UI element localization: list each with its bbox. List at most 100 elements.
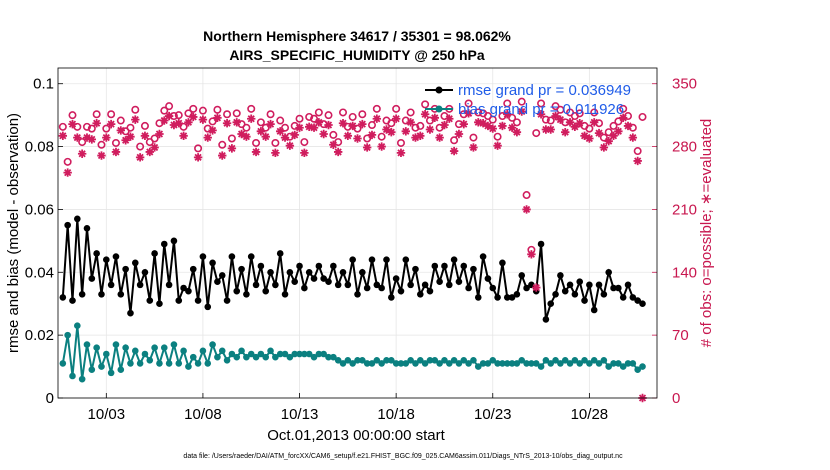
obs-possible-point xyxy=(92,110,101,119)
obs-evaluated-point xyxy=(121,136,130,145)
rmse-point xyxy=(146,297,154,304)
obs-evaluated-point xyxy=(565,118,575,127)
obs-possible-point xyxy=(63,157,72,166)
rmse-point xyxy=(383,256,390,264)
obs-evaluated-point xyxy=(150,143,159,152)
rmse-point xyxy=(610,284,617,292)
obs-evaluated-point xyxy=(532,283,541,292)
obs-evaluated-point xyxy=(633,156,642,166)
bias-point xyxy=(243,353,250,361)
bias-point xyxy=(465,360,472,367)
bias-point xyxy=(547,360,555,367)
obs-evaluated-point xyxy=(266,119,275,129)
obs-possible-point xyxy=(213,105,222,114)
obs-possible-point xyxy=(517,97,526,106)
bias-point xyxy=(402,360,410,367)
obs-evaluated-point xyxy=(391,114,401,123)
bias-point xyxy=(78,375,86,383)
bias-point xyxy=(388,356,395,364)
obs-possible-point xyxy=(638,112,647,121)
rmse-point xyxy=(407,281,414,289)
rmse-point xyxy=(508,294,516,301)
footer-data-file: data file: /Users/raeder/DAI/ATM_forcXX/… xyxy=(183,453,623,460)
obs-possible-point xyxy=(111,138,120,147)
rmse-point xyxy=(233,287,241,295)
rmse-point xyxy=(194,297,202,304)
rmse-point xyxy=(243,290,250,298)
rmse-point xyxy=(436,278,443,286)
rmse-point xyxy=(262,287,270,295)
bias-point xyxy=(441,356,448,364)
obs-evaluated-point xyxy=(131,115,140,124)
obs-possible-point xyxy=(599,133,608,142)
obs-evaluated-point xyxy=(261,132,270,141)
bias-point xyxy=(397,360,405,367)
y-axis-right-label: # of obs: o=possible; ∗=evaluated xyxy=(698,119,715,348)
bias-point xyxy=(276,350,284,358)
bias-point xyxy=(503,360,511,367)
bias-point xyxy=(156,360,163,367)
obs-possible-point xyxy=(150,134,159,143)
bias-point xyxy=(416,356,424,364)
obs-possible-point xyxy=(189,104,198,113)
rmse-point xyxy=(315,262,323,270)
rmse-point xyxy=(189,265,197,273)
rmse-point xyxy=(238,265,245,273)
obs-possible-point xyxy=(300,138,309,147)
obs-possible-point xyxy=(411,123,420,132)
bias-point xyxy=(484,360,492,367)
bias-point xyxy=(571,356,579,364)
obs-possible-point xyxy=(165,102,174,111)
obs-possible-point xyxy=(377,132,386,141)
obs-evaluated-point xyxy=(358,119,367,129)
obs-evaluated-point xyxy=(169,120,179,130)
bias-point xyxy=(165,360,173,367)
rmse-point xyxy=(465,284,472,292)
obs-evaluated-point xyxy=(251,147,261,157)
obs-possible-point xyxy=(271,138,280,147)
obs-possible-point xyxy=(256,118,265,127)
rmse-point xyxy=(615,284,622,292)
obs-evaluated-point xyxy=(377,142,386,151)
obs-possible-point xyxy=(469,133,478,142)
obs-possible-point xyxy=(464,99,473,108)
bias-point xyxy=(619,363,627,370)
obs-evaluated-point xyxy=(145,147,154,157)
obs-evaluated-point xyxy=(517,107,526,116)
obs-possible-point xyxy=(314,108,323,117)
bias-point xyxy=(513,360,521,367)
rmse-point xyxy=(363,284,371,292)
legend-marker-bias xyxy=(435,105,443,113)
bias-point xyxy=(117,366,125,374)
obs-evaluated-point xyxy=(58,131,68,140)
obs-possible-point xyxy=(367,121,376,130)
rmse-point xyxy=(581,297,588,304)
obs-possible-point xyxy=(310,114,319,123)
rmse-point xyxy=(325,278,332,286)
chart-title-line-2: AIRS_SPECIFIC_HUMIDITY @ 250 hPa xyxy=(229,47,485,63)
obs-possible-point xyxy=(131,105,140,114)
obs-evaluated-point xyxy=(498,121,507,131)
legend-label-rmse: rmse grand pr = 0.036949 xyxy=(458,82,631,99)
bias-point xyxy=(339,360,347,367)
obs-possible-point xyxy=(416,121,425,130)
bias-point xyxy=(175,360,183,367)
rmse-point xyxy=(392,275,400,282)
rmse-point xyxy=(426,287,434,295)
rmse-point xyxy=(151,250,158,257)
bias-point xyxy=(170,341,178,348)
obs-evaluated-point xyxy=(222,119,232,128)
bias-point xyxy=(83,341,91,348)
bias-point xyxy=(479,360,487,367)
bias-point xyxy=(474,363,482,370)
obs-possible-point xyxy=(227,134,236,143)
obs-possible-point xyxy=(614,117,623,126)
obs-possible-point xyxy=(68,111,77,120)
obs-evaluated-point xyxy=(116,126,125,135)
obs-evaluated-point xyxy=(237,129,246,139)
obs-possible-point xyxy=(450,136,459,145)
bias-point xyxy=(204,360,212,367)
obs-evaluated-point xyxy=(179,131,188,140)
bias-point xyxy=(189,353,197,361)
bias-point xyxy=(107,369,115,377)
